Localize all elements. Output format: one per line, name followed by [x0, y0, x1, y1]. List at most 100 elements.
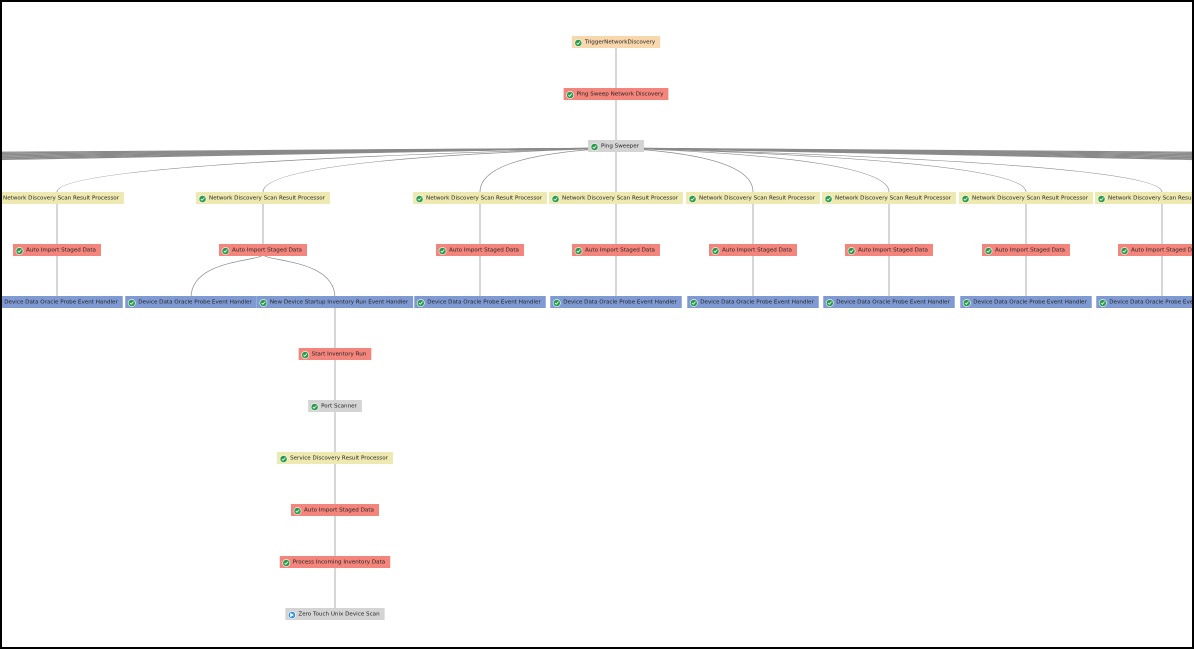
node-box — [285, 608, 385, 620]
node-label: Auto Import Staged Data — [232, 248, 302, 254]
node-label: Network Discovery Scan Result Processor — [562, 196, 679, 202]
status-mark — [261, 301, 266, 305]
node: Auto Import Staged Data — [982, 244, 1070, 256]
status-icon — [984, 247, 993, 255]
node-box — [277, 452, 393, 464]
node-label: Port Scanner — [321, 404, 357, 410]
status-mark — [554, 301, 559, 305]
node-label: Auto Import Staged Data — [1131, 248, 1194, 254]
status-mark — [986, 249, 991, 253]
status-icon — [301, 351, 310, 359]
nodes: TriggerNetworkDiscovery Ping Sweep Networ… — [0, 36, 1194, 620]
status-mark — [17, 249, 22, 253]
status-icon — [416, 299, 425, 307]
node-box — [845, 244, 933, 256]
node-label: Service Discovery Result Processor — [290, 456, 389, 462]
node-label: Device Data Oracle Probe Event Handler — [4, 300, 118, 306]
status-mark — [1122, 249, 1127, 253]
node-box — [822, 192, 956, 204]
status-mark — [129, 301, 134, 305]
edge — [262, 253, 336, 299]
node: Network Discovery Scan Result Processor — [549, 192, 683, 204]
status-icon — [1120, 247, 1129, 255]
status-icon — [221, 247, 230, 255]
node-box — [414, 296, 546, 308]
status-mark — [312, 405, 317, 409]
node-box — [686, 192, 820, 204]
status-mark — [303, 353, 308, 357]
status-mark — [576, 249, 581, 253]
node: Device Data Oracle Probe Event Handler — [960, 296, 1092, 308]
edge — [0, 147, 617, 161]
node: Process Incoming Inventory Data — [279, 556, 391, 568]
node-box — [13, 244, 101, 256]
node-box — [291, 504, 379, 516]
status-icon — [1097, 195, 1106, 203]
node-box — [550, 296, 682, 308]
node: Auto Import Staged Data — [845, 244, 933, 256]
edge — [479, 147, 617, 193]
node: Auto Import Staged Data — [13, 244, 101, 256]
status-mark — [1100, 301, 1105, 305]
node-box — [0, 192, 124, 204]
status-icon — [310, 403, 319, 411]
status-icon — [552, 299, 561, 307]
edge — [262, 147, 617, 193]
status-icon — [282, 559, 291, 567]
node-box — [1095, 192, 1194, 204]
edge — [190, 253, 264, 299]
node-box — [279, 556, 391, 568]
status-mark — [295, 509, 300, 513]
status-mark — [576, 41, 581, 45]
edge — [615, 147, 1027, 193]
node-label: Auto Import Staged Data — [858, 248, 928, 254]
status-icon — [279, 455, 288, 463]
node-label: Ping Sweeper — [601, 144, 640, 150]
node-label: Auto Import Staged Data — [26, 248, 96, 254]
status-mark — [200, 197, 205, 201]
edges — [0, 42, 1194, 614]
node: Auto Import Staged Data — [219, 244, 307, 256]
node: Auto Import Staged Data — [436, 244, 524, 256]
status-icon — [127, 299, 136, 307]
node-box — [572, 244, 660, 256]
status-icon — [961, 195, 970, 203]
status-mark — [592, 145, 597, 149]
node: Ping Sweeper — [588, 140, 644, 152]
node-label: Device Data Oracle Probe Event Handler — [700, 300, 814, 306]
node: Auto Import Staged Data — [709, 244, 797, 256]
edge — [615, 147, 1194, 161]
node-box — [687, 296, 819, 308]
status-mark — [849, 249, 854, 253]
node-label: Network Discovery Scan Result Processor — [835, 196, 952, 202]
edge — [56, 147, 617, 193]
node-box — [219, 244, 307, 256]
node-label: Auto Import Staged Data — [585, 248, 655, 254]
node: Auto Import Staged Data — [572, 244, 660, 256]
node-box — [308, 400, 362, 412]
node-label: Network Discovery Scan Result Processor — [1108, 196, 1194, 202]
status-mark — [963, 197, 968, 201]
edge — [615, 147, 1163, 193]
status-mark — [223, 249, 228, 253]
node: Network Discovery Scan Result Processor — [0, 192, 124, 204]
node: Network Discovery Scan Result Processor — [822, 192, 956, 204]
node: Device Data Oracle Probe Event Handler — [414, 296, 546, 308]
status-icon — [198, 195, 207, 203]
status-mark — [418, 301, 423, 305]
node-label: Network Discovery Scan Result Processor — [209, 196, 326, 202]
node-box — [413, 192, 547, 204]
status-icon — [962, 299, 971, 307]
node-label: Device Data Oracle Probe Event Handler — [973, 300, 1087, 306]
node-label: New Device Startup Inventory Run Event H… — [270, 300, 409, 306]
edge — [615, 147, 754, 193]
node: Device Data Oracle Probe Event Handler — [823, 296, 955, 308]
node-label: Network Discovery Scan Result Processor — [972, 196, 1089, 202]
status-mark — [827, 301, 832, 305]
status-icon — [688, 195, 697, 203]
node: Device Data Oracle Probe Event Handler — [125, 296, 257, 308]
status-mark — [964, 301, 969, 305]
